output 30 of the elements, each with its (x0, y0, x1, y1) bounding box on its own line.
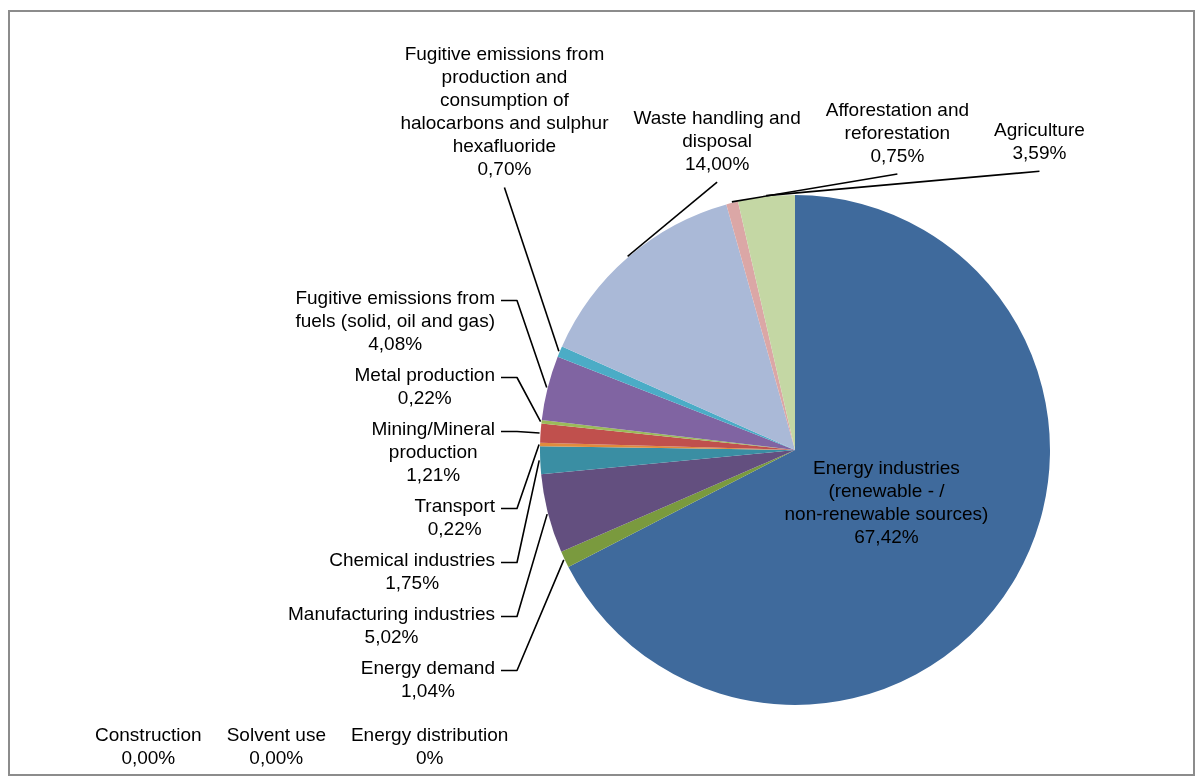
data-label: 1,04% (400, 679, 455, 701)
slice-label: Transport (414, 494, 496, 516)
data-label: 0,75% (870, 144, 925, 166)
slice-label: Chemical industries (329, 548, 496, 570)
slice-label: Fugitive emissions from production and consumption of halocarbons and sulphur hexafluoride (400, 43, 610, 157)
category-label: Solvent use (226, 723, 326, 745)
data-label: 67,42% (854, 526, 919, 548)
slice-label: Metal production (354, 363, 495, 385)
text: 0,00% (121, 746, 176, 768)
slice-label: Fugitive emissions from fuels (solid, oil and gas) (295, 286, 495, 331)
slice-label: Energy demand (360, 656, 496, 678)
slice-label: Afforestation and reforestation (825, 98, 970, 143)
data-label: 3,59% (1012, 141, 1067, 163)
data-label: 0,70% (477, 158, 532, 180)
data-label: 0,22% (397, 386, 452, 408)
data-label: 0,22% (427, 517, 482, 539)
category-label: Construction (94, 723, 202, 745)
data-label: 1,21% (406, 463, 461, 485)
text: 0% (415, 746, 444, 768)
slice-label: Waste handling and disposal (633, 106, 801, 151)
slice-label: Energy industries (renewable - / non-renewable sources) (784, 457, 989, 525)
slice-label: Mining/Mineral production (371, 417, 495, 462)
data-label: 1,75% (385, 571, 440, 593)
data-label: 5,02% (364, 625, 419, 647)
slice-label: Manufacturing industries (288, 602, 495, 624)
data-label: 14,00% (684, 152, 750, 174)
slice-label: Agriculture (994, 118, 1085, 140)
category-label: Energy distribution (350, 723, 509, 745)
text: 0,00% (249, 746, 304, 768)
data-label: 4,08% (368, 332, 423, 354)
